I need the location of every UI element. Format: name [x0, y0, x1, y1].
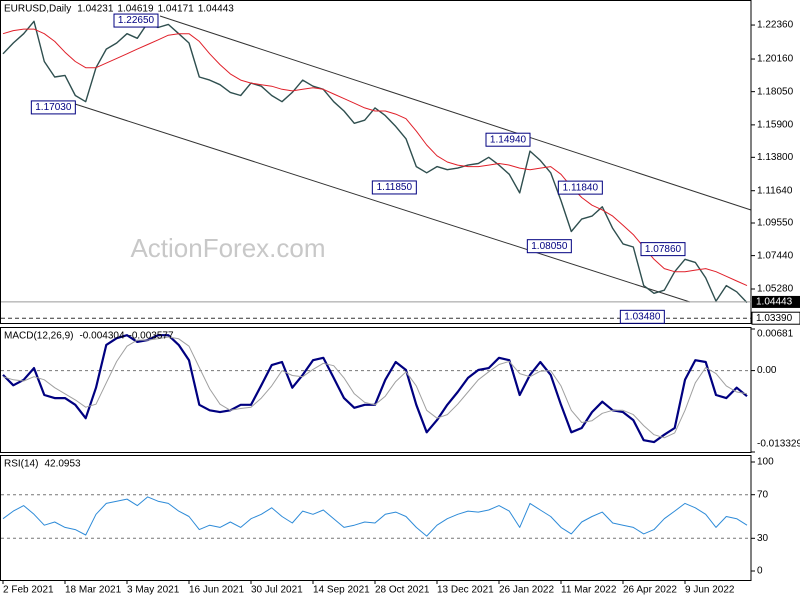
- y-tick-label: 1.11640: [757, 185, 793, 196]
- x-tick-label: 14 Sep 2021: [313, 585, 370, 596]
- y-tick-label: 0.00: [757, 365, 777, 376]
- x-tick-label: 16 Jun 2021: [189, 585, 244, 596]
- x-tick-label: 9 Jun 2022: [685, 585, 735, 596]
- x-tick-label: 26 Jan 2022: [499, 585, 554, 596]
- x-tick-label: 11 Mar 2022: [561, 585, 617, 596]
- header-value: 42.0953: [44, 459, 81, 470]
- annotation-box: [30, 100, 76, 115]
- series-line: [2, 496, 748, 537]
- panel-frame: [0, 0, 752, 324]
- current-price-label: 1.04443: [756, 297, 793, 308]
- panel-title: RSI(14): [4, 459, 38, 470]
- y-tick-label: 1.18050: [757, 86, 794, 97]
- annotation-label: 1.11850: [377, 182, 413, 193]
- annotation-label: 1.22650: [118, 15, 155, 26]
- panel-frame: [0, 455, 752, 581]
- annotation-label: 1.03480: [624, 311, 661, 322]
- x-tick-label: 3 May 2021: [127, 585, 180, 596]
- y-tick-label: 1.22360: [757, 20, 794, 31]
- annotation-box: [526, 239, 572, 254]
- y-tick-label: 100: [757, 457, 774, 468]
- panel-title: EURUSD,Daily: [4, 4, 71, 15]
- level-box: [751, 311, 800, 325]
- annotation-box: [371, 180, 417, 195]
- channel-lower: [74, 103, 691, 303]
- y-tick-label: 1.15900: [757, 120, 794, 131]
- watermark: ActionForex.com: [130, 233, 325, 263]
- annotation-label: 1.07860: [645, 244, 682, 255]
- header-value: 1.04171: [158, 4, 195, 15]
- series-line: [2, 28, 748, 287]
- annotation-label: 1.14940: [490, 134, 527, 145]
- y-tick-label: 30: [757, 533, 769, 544]
- series-line: [2, 336, 748, 439]
- y-tick-label: 0.00681: [757, 329, 794, 340]
- header-value: 1.04443: [198, 4, 235, 15]
- x-tick-label: 18 Mar 2021: [65, 585, 122, 596]
- header-value: -0.003577: [129, 331, 174, 342]
- x-tick-label: 13 Dec 2021: [437, 585, 494, 596]
- channel-upper: [159, 15, 752, 211]
- y-tick-label: 1.07440: [757, 250, 794, 261]
- y-tick-label: 70: [757, 489, 769, 500]
- annotation-label: 1.17030: [35, 102, 72, 113]
- level-label: 1.03390: [756, 313, 793, 324]
- y-tick-label: 1.13800: [757, 152, 794, 163]
- x-tick-label: 26 Apr 2022: [623, 585, 677, 596]
- annotation-box: [485, 132, 531, 147]
- y-tick-label: 1.05280: [757, 284, 794, 295]
- header-value: 1.04619: [117, 4, 154, 15]
- x-tick-label: 28 Oct 2021: [375, 585, 430, 596]
- header-value: 1.04231: [77, 4, 114, 15]
- x-tick-label: 2 Feb 2021: [3, 585, 54, 596]
- y-tick-label: -0.013329: [757, 439, 800, 450]
- y-tick-label: 0: [757, 566, 763, 577]
- panel-frame: [0, 327, 752, 453]
- header-value: -0.004304: [79, 331, 124, 342]
- current-price-box: [752, 295, 800, 308]
- annotation-box: [619, 309, 665, 324]
- panel-title: MACD(12,26,9): [4, 331, 73, 342]
- annotation-label: 1.11840: [563, 182, 599, 193]
- annotation-box: [113, 13, 159, 28]
- y-tick-label: 1.09550: [757, 218, 794, 229]
- x-tick-label: 30 Jul 2021: [251, 585, 303, 596]
- annotation-box: [557, 180, 603, 195]
- annotation-box: [640, 242, 686, 257]
- annotation-label: 1.08050: [531, 241, 568, 252]
- y-tick-label: 1.20160: [757, 54, 794, 65]
- series-line: [2, 20, 748, 304]
